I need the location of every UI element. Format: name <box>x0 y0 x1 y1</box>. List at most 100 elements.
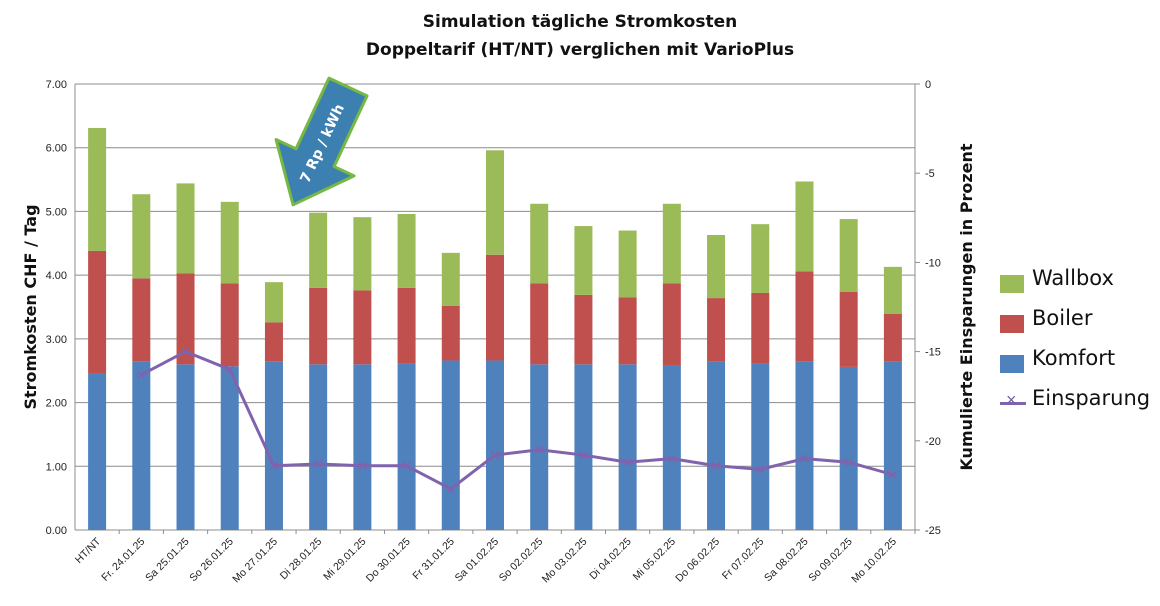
y2-tick-label: -25 <box>925 525 941 537</box>
chart-subtitle: Doppeltarif (HT/NT) verglichen mit Vario… <box>365 40 795 60</box>
bar-komfort <box>751 363 770 530</box>
x-tick-label: Di 04.02.25 <box>587 536 634 583</box>
x-tick-label: Mo 10.02.25 <box>849 536 899 586</box>
bar-wallbox <box>264 282 283 323</box>
bar-komfort <box>220 366 239 530</box>
y-axis-title: Stromkosten CHF / Tag <box>21 204 40 409</box>
bar-boiler <box>530 283 549 365</box>
legend-label-komfort: Komfort <box>1032 346 1116 370</box>
point-einsparung <box>358 461 367 470</box>
bar-wallbox <box>751 224 770 293</box>
bar-komfort <box>264 361 283 530</box>
point-einsparung <box>225 365 234 374</box>
x-tick-label: HT/NT <box>73 535 104 566</box>
point-einsparung <box>623 458 632 467</box>
x-tick-label: Di 28.01.25 <box>278 536 325 583</box>
bar-boiler <box>132 278 151 362</box>
x-tick-label: Fr. 24.01.25 <box>99 536 147 584</box>
x-tick-label: Sa 25.01.25 <box>143 536 192 585</box>
y-tick-label: 3.00 <box>46 334 67 346</box>
x-tick-label: Mo 03.02.25 <box>540 536 590 586</box>
y-tick-label: 5.00 <box>46 206 67 218</box>
bar-komfort <box>618 364 637 530</box>
legend-swatch-boiler <box>1000 315 1024 333</box>
bar-wallbox <box>883 266 902 315</box>
point-einsparung <box>490 451 500 460</box>
point-einsparung <box>137 370 146 379</box>
y-tick-label: 7.00 <box>46 79 67 91</box>
bar-boiler <box>88 250 107 374</box>
legend-label-einsparung: Einsparung <box>1032 386 1151 410</box>
legend-swatch-komfort <box>1000 355 1024 373</box>
bar-boiler <box>662 283 681 365</box>
point-einsparung <box>446 484 455 493</box>
bar-boiler <box>486 254 504 361</box>
legend-label-boiler: Boiler <box>1032 306 1093 330</box>
bar-wallbox <box>88 127 107 251</box>
y2-tick-label: -10 <box>925 257 941 269</box>
point-einsparung <box>844 458 853 467</box>
bar-wallbox <box>795 181 814 272</box>
bar-boiler <box>353 290 372 365</box>
bar-komfort <box>132 361 151 530</box>
y2-axis-title: Kumulierte Einsparungen in Prozent <box>957 143 976 470</box>
x-tick-label: Do 30.01.25 <box>364 536 413 585</box>
y2-tick-label: 0 <box>925 79 931 91</box>
point-einsparung <box>667 454 676 463</box>
bar-wallbox <box>397 213 416 288</box>
point-einsparung <box>756 465 765 474</box>
y-tick-label: 2.00 <box>46 398 67 410</box>
x-tick-label: Fr 07.02.25 <box>720 536 767 583</box>
point-einsparung <box>535 445 544 454</box>
y-tick-label: 1.00 <box>46 461 67 473</box>
x-tick-label: Fr 31.01.25 <box>410 536 457 583</box>
bar-komfort <box>353 364 372 530</box>
bar-komfort <box>662 364 681 530</box>
y2-tick-label: -5 <box>925 168 935 180</box>
bar-wallbox <box>353 217 372 291</box>
chart-title: Simulation tägliche Stromkosten <box>422 12 738 32</box>
point-einsparung <box>269 461 278 470</box>
bar-boiler <box>574 294 593 365</box>
point-einsparung <box>402 461 411 470</box>
bar-wallbox <box>309 212 328 288</box>
bar-boiler <box>397 287 416 364</box>
line-einsparung <box>140 350 894 491</box>
bar-wallbox <box>707 235 726 299</box>
legend-marker-icon: × <box>1006 390 1017 410</box>
bar-boiler <box>309 287 328 365</box>
bar-wallbox <box>220 201 239 284</box>
bar-komfort <box>574 364 593 530</box>
x-tick-label: Sa 08.02.25 <box>762 536 811 585</box>
bar-wallbox <box>662 203 681 284</box>
bar-komfort <box>530 364 549 530</box>
bar-boiler <box>883 314 902 362</box>
bar-komfort <box>707 361 726 530</box>
x-tick-label: So 26.01.25 <box>187 536 236 585</box>
x-tick-label: Sa 01.02.25 <box>453 536 502 585</box>
bar-wallbox <box>441 252 460 306</box>
bar-komfort <box>486 360 504 530</box>
point-einsparung <box>181 347 190 356</box>
bar-boiler <box>707 298 726 362</box>
bar-wallbox <box>530 203 549 284</box>
point-einsparung <box>314 459 323 469</box>
legend-line-einsparung <box>1000 402 1026 405</box>
bar-boiler <box>441 305 460 361</box>
bar-komfort <box>397 363 416 530</box>
legend-label-wallbox: Wallbox <box>1032 266 1114 290</box>
bar-wallbox <box>839 219 858 292</box>
bar-boiler <box>220 283 239 367</box>
bar-boiler <box>751 292 770 364</box>
bar-wallbox <box>486 150 504 255</box>
annotation-arrow: 7 Rp / kWh <box>274 76 369 207</box>
x-tick-label: Mi 05.02.25 <box>631 536 678 583</box>
x-tick-label: Mo 27.01.25 <box>230 536 280 586</box>
x-tick-label: So 09.02.25 <box>806 536 855 585</box>
bar-wallbox <box>176 183 195 274</box>
y-tick-label: 4.00 <box>46 270 67 282</box>
point-einsparung <box>712 461 721 470</box>
y-tick-label: 0.00 <box>46 525 67 537</box>
bar-komfort <box>795 361 814 530</box>
